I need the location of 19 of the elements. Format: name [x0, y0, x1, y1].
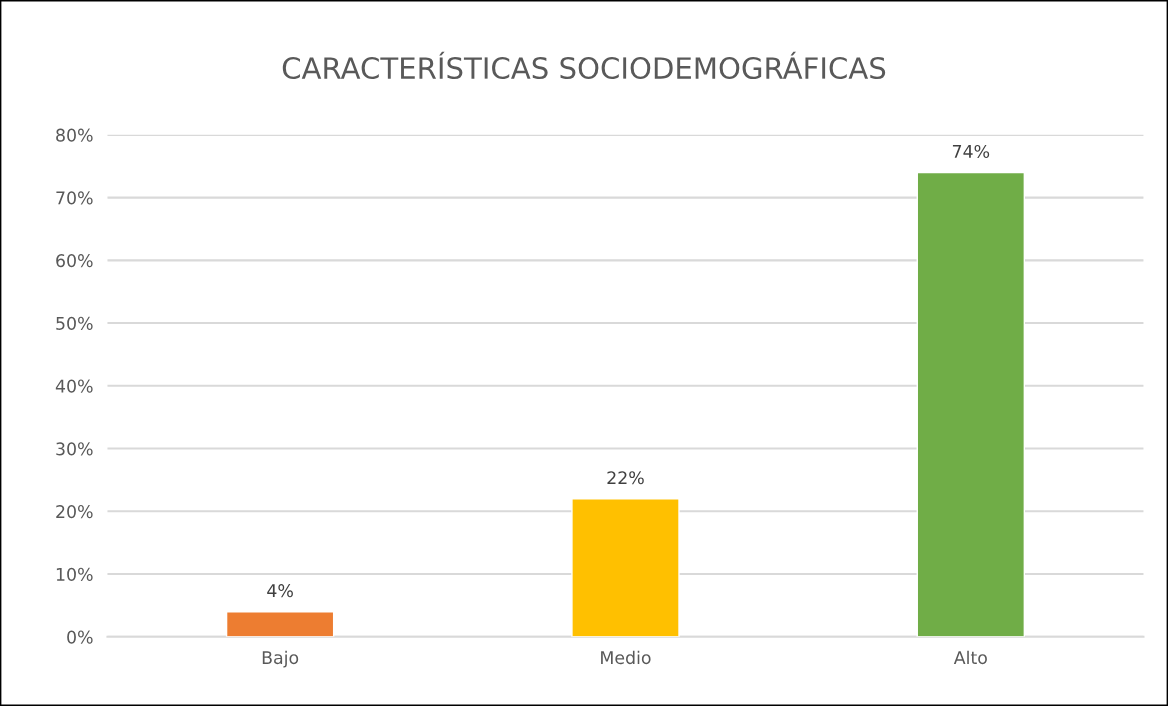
data-label: 74% [952, 144, 990, 159]
chart-title: CARACTERÍSTICAS SOCIODEMOGRÁFICAS [282, 51, 886, 80]
bar [571, 498, 680, 637]
data-label: 22% [607, 471, 644, 485]
y-tick-label: 40% [55, 379, 93, 393]
y-tick-label: 70% [56, 191, 93, 205]
y-tick-label: 20% [56, 505, 93, 519]
y-tick-label: 60% [56, 254, 93, 268]
data-label: 4% [267, 584, 293, 598]
x-tick-label: Bajo [262, 650, 299, 668]
y-tick-label: 50% [56, 316, 93, 330]
y-tick-label: 30% [56, 442, 93, 456]
bar [916, 171, 1026, 637]
y-tick-label: 10% [56, 567, 93, 581]
y-tick-label: 80% [56, 128, 93, 142]
bar [225, 611, 335, 637]
x-tick-label: Medio [601, 650, 651, 665]
x-tick-label: Alto [953, 650, 987, 665]
y-tick-label: 0% [67, 630, 93, 644]
